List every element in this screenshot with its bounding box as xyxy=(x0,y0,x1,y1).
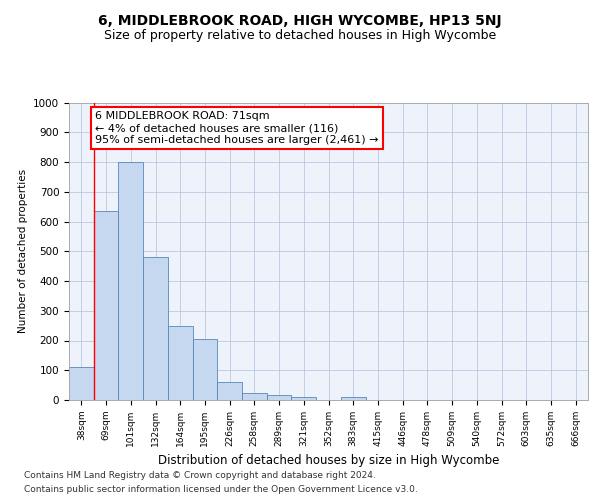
Bar xyxy=(143,257,168,400)
Text: Contains HM Land Registry data © Crown copyright and database right 2024.: Contains HM Land Registry data © Crown c… xyxy=(24,472,376,480)
Bar xyxy=(69,368,94,400)
Bar xyxy=(242,392,267,400)
Bar xyxy=(217,382,242,400)
X-axis label: Distribution of detached houses by size in High Wycombe: Distribution of detached houses by size … xyxy=(158,454,499,468)
Bar xyxy=(94,211,118,400)
Text: 6, MIDDLEBROOK ROAD, HIGH WYCOMBE, HP13 5NJ: 6, MIDDLEBROOK ROAD, HIGH WYCOMBE, HP13 … xyxy=(98,14,502,28)
Text: 6 MIDDLEBROOK ROAD: 71sqm
← 4% of detached houses are smaller (116)
95% of semi-: 6 MIDDLEBROOK ROAD: 71sqm ← 4% of detach… xyxy=(95,112,379,144)
Bar xyxy=(267,394,292,400)
Bar xyxy=(193,339,217,400)
Bar xyxy=(292,397,316,400)
Text: Contains public sector information licensed under the Open Government Licence v3: Contains public sector information licen… xyxy=(24,484,418,494)
Y-axis label: Number of detached properties: Number of detached properties xyxy=(17,169,28,334)
Bar xyxy=(118,162,143,400)
Bar xyxy=(341,397,365,400)
Text: Size of property relative to detached houses in High Wycombe: Size of property relative to detached ho… xyxy=(104,28,496,42)
Bar xyxy=(168,326,193,400)
